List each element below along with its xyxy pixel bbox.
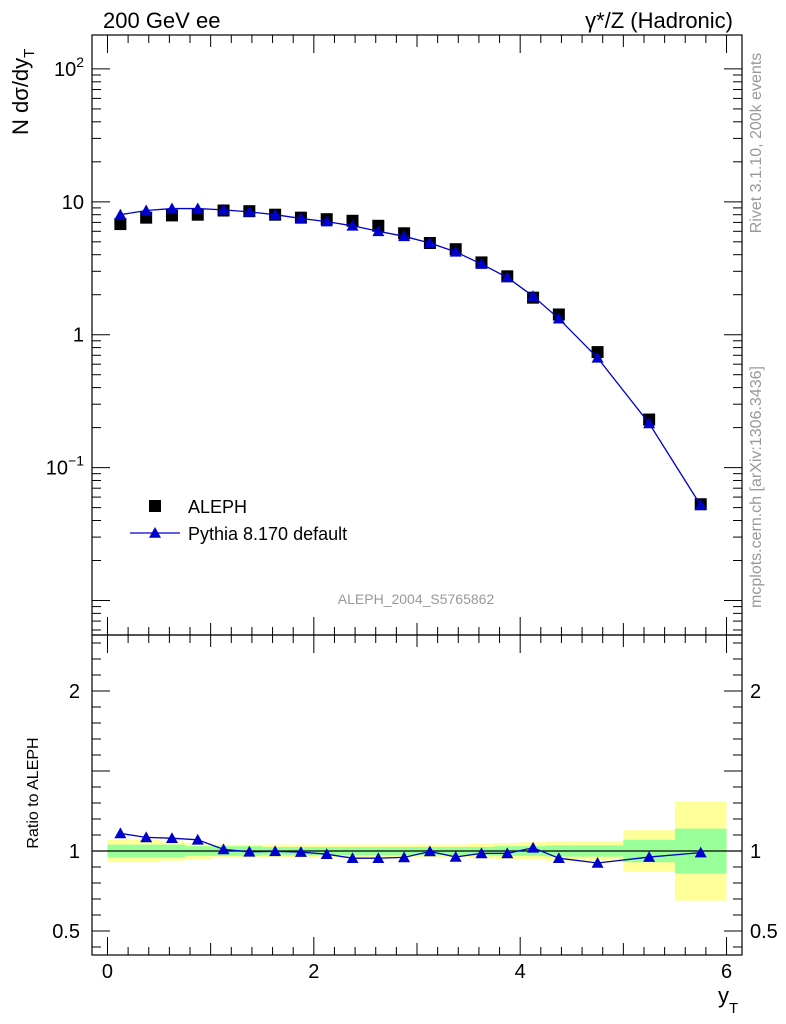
pythia-point [320,215,333,227]
x-tick-labels: 0 2 4 6 [102,961,732,983]
ratio-y-tick-labels: 0.5 0.5 1 1 2 2 [52,681,778,943]
legend: ALEPH Pythia 8.170 default [130,497,347,544]
pythia-point [552,312,565,324]
pythia-point [501,271,514,283]
x-axis-label-text: y [718,983,729,1008]
ratio-point [552,852,565,863]
ratio-point [372,852,385,863]
main-y-tick-label-base: 10 [54,59,76,81]
aleph-point [114,218,127,231]
ratio-point [191,833,204,845]
pythia-point [475,258,488,269]
ratio-point [398,851,411,863]
x-axis-label: yT [718,983,738,1017]
x-tick-label: 0 [102,961,113,983]
main-y-tick-label-exp: 2 [76,54,84,70]
ratio-point [140,831,153,843]
ratio-point [643,851,656,862]
legend-marker-aleph [149,500,161,512]
pythia-point [294,212,307,224]
ratio-y-tick-label-right: 1 [750,841,761,863]
x-tick-label: 4 [515,961,526,983]
pythia-point [643,417,656,429]
pythia-point [217,203,230,215]
ratio-y-tick-label-left: 1 [69,841,80,863]
pythia-point [527,290,540,301]
ratio-point [114,827,127,839]
pythia-point [191,202,204,214]
legend-label-aleph: ALEPH [188,497,247,517]
pythia-point [140,204,153,216]
x-axis-label-sub: T [729,1000,738,1017]
main-y-tick-label: 10−1 [46,453,84,480]
ratio-point [475,847,488,859]
ratio-point [320,848,333,859]
main-y-tick-label-base: 10 [62,192,84,214]
main-series [114,202,707,511]
ratio-point [217,843,230,855]
pythia-point [243,205,256,217]
rivet-label: Rivet 3.1.10, 200k events [748,53,765,234]
ratio-point [527,841,540,853]
ratio-axis-ticks [92,635,742,955]
main-y-tick-label-exp: −1 [68,453,84,469]
main-y-tick-label-base: 1 [73,325,84,347]
pythia-point [398,230,411,242]
ratio-y-axis-label: Ratio to ALEPH [25,737,42,848]
ratio-point [243,845,256,857]
main-y-tick-label: 102 [54,54,84,81]
ratio-point [449,850,462,862]
x-tick-label: 6 [721,961,732,983]
pythia-point [449,245,462,257]
watermark: ALEPH_2004_S5765862 [338,591,495,607]
ratio-panel: 0.5 0.5 1 1 2 2 0 2 4 6 Ratio to ALEPH yT [25,634,778,1017]
ratio-y-tick-label-left: 2 [69,681,80,703]
header-right: γ*/Z (Hadronic) [585,8,733,33]
pythia-point [114,208,127,220]
legend-label-pythia: Pythia 8.170 default [188,524,347,544]
header-left: 200 GeV ee [103,8,220,33]
main-y-tick-label: 1 [73,325,84,347]
pythia-point [372,225,385,237]
pythia-point [694,499,707,511]
ratio-point [591,857,604,868]
pythia-point [423,236,436,248]
ratio-point [694,846,707,858]
main-y-axis-label-text: N dσ/dy [8,58,33,135]
ratio-point [501,847,514,859]
ratio-point [294,846,307,857]
ratio-point [423,845,436,857]
x-tick-label: 2 [308,961,319,983]
main-y-axis-label: N dσ/dyT [8,49,38,135]
main-y-tick-label-base: 10 [46,458,68,480]
pythia-line [120,207,702,506]
main-axis-ticks [92,35,742,635]
ratio-y-tick-label-right: 2 [750,681,761,703]
main-y-tick-label: 10 [62,192,84,214]
ratio-series [114,827,707,868]
legend-marker-pythia [149,527,161,538]
ratio-point [269,845,282,857]
pythia-point [165,202,178,214]
pythia-point [591,351,604,363]
pythia-point [346,219,359,231]
ratio-y-tick-label-left: 0.5 [52,921,80,943]
ratio-frame [91,634,743,956]
pythia-point [269,208,282,220]
main-frame [91,34,743,636]
main-y-axis-label-sub: T [21,49,38,58]
ratio-y-tick-label-right: 0.5 [750,921,778,943]
ratio-point [346,852,359,863]
mcplots-label: mcplots.cern.ch [arXiv:1306.3436] [748,366,765,608]
ratio-point [165,832,178,843]
